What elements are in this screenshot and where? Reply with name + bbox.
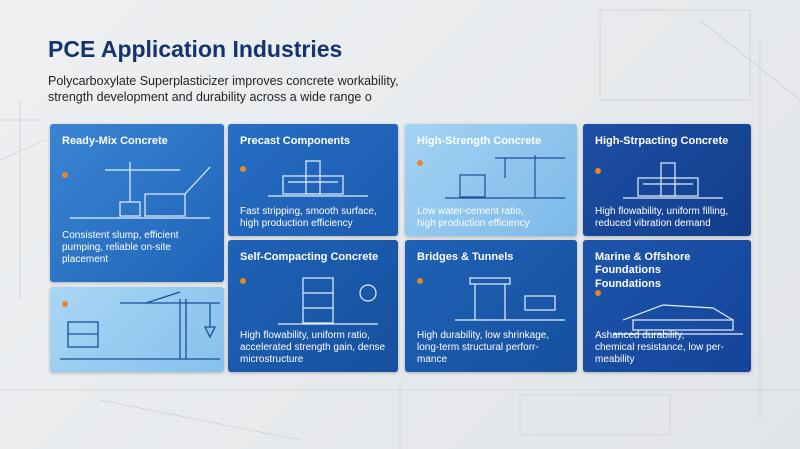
marker — [240, 166, 246, 172]
card-description-line: High flowability, uniform filling, — [595, 206, 729, 217]
industry-card: High-Strength Concrete Low water-cement r… — [405, 124, 577, 236]
card-description-line: high production efficiency — [240, 218, 353, 229]
card-title-line: Foundations — [595, 264, 661, 276]
title: PCE Application Industries — [48, 36, 343, 62]
card-title: Precast Components — [240, 135, 350, 148]
industry-card: Marine & Offshore Foundations Foundations A… — [583, 240, 751, 372]
card-description-line: microstructure — [240, 354, 304, 365]
card-title: Bridges & Tunnels — [417, 251, 513, 264]
image-card — [50, 287, 224, 372]
card-icon — [268, 160, 368, 197]
card-description-line: accelerated strength gain, dense — [240, 342, 386, 353]
card-title: High-Strength Concrete — [417, 135, 541, 148]
card-title-line: High-Strpacting Concrete — [595, 135, 729, 147]
card-description-line: High durability, low shrinkage, — [417, 330, 550, 341]
card-title-line: High-Strength Concrete — [417, 135, 542, 147]
card-icon — [70, 162, 211, 219]
card-description: Fast stripping, smooth surface, high prod… — [240, 206, 377, 230]
marker — [595, 290, 601, 296]
industry-card: Precast Components Fast stripping, smooth… — [228, 124, 398, 236]
card-icon — [613, 304, 743, 335]
card-description-line: high production efficiency — [417, 218, 530, 229]
card-description-line: High flowability, uniform ratio, — [240, 330, 370, 341]
industry-card: Bridges & Tunnels High durability, low sh… — [405, 240, 577, 372]
card-description: High flowability, uniform filling, reduce… — [595, 206, 728, 230]
card-description: Low water-cement ratio, high production e… — [417, 206, 530, 230]
card-description: Consistent slump, efficient pumping, reli… — [62, 230, 179, 266]
card-subtitle: Foundations — [595, 278, 661, 290]
marker — [62, 301, 68, 307]
card-description-line: Low water-cement ratio, — [417, 206, 524, 217]
subtitle-line: Polycarboxylate Superplasticizer improve… — [48, 74, 399, 88]
card-icon — [455, 277, 565, 321]
card-description-line: mance — [417, 354, 448, 365]
card-description-line: placement — [62, 254, 109, 265]
card-description-line: Fast stripping, smooth surface, — [240, 206, 377, 217]
card-icon — [278, 277, 378, 325]
card-title-line: Precast Components — [240, 135, 351, 147]
card-description: Ashanced durability, chemical resistance,… — [595, 330, 724, 366]
card-title-line: Marine & Offshore — [595, 251, 691, 263]
card-icon — [623, 162, 723, 199]
card-description-line: reduced vibration demand — [595, 218, 711, 229]
card-title-line: Bridges & Tunnels — [417, 251, 514, 263]
card-title: High-Strpacting Concrete — [595, 135, 728, 148]
subtitle-line: strength development and durability acro… — [48, 90, 372, 104]
marker — [62, 172, 68, 178]
card-description-line: Ashanced durability, — [595, 330, 685, 341]
card-title: Marine & Offshore Foundations — [595, 251, 690, 277]
card-description-line: chemical resistance, low per- — [595, 342, 724, 353]
card-description-line: pumping, reliable on-site — [62, 242, 171, 253]
card-title-line: Self-Compacting Concrete — [240, 251, 379, 263]
card-description-line: meability — [595, 354, 635, 365]
card-description-line: long-term structural perforr- — [417, 342, 539, 353]
card-description: High durability, low shrinkage, long-term… — [417, 330, 549, 366]
marker — [240, 278, 246, 284]
card-title: Self-Compacting Concrete — [240, 251, 378, 264]
marker — [417, 278, 423, 284]
card-description: High flowability, uniform ratio, accelera… — [240, 330, 385, 366]
industry-card: High-Strpacting Concrete High flowability… — [583, 124, 751, 236]
card-icon — [445, 155, 565, 199]
crane-icon — [60, 291, 220, 360]
card-title-line: Ready-Mix Concrete — [62, 135, 168, 147]
marker — [595, 168, 601, 174]
industry-card: Ready-Mix Concrete Consistent slump, effi… — [50, 124, 224, 282]
subtitle: Polycarboxylate Superplasticizer improve… — [48, 73, 399, 105]
card-title: Ready-Mix Concrete — [62, 135, 168, 148]
industry-card: Self-Compacting Concrete High flowability… — [228, 240, 398, 372]
marker — [417, 160, 423, 166]
card-description-line: Consistent slump, efficient — [62, 230, 179, 241]
